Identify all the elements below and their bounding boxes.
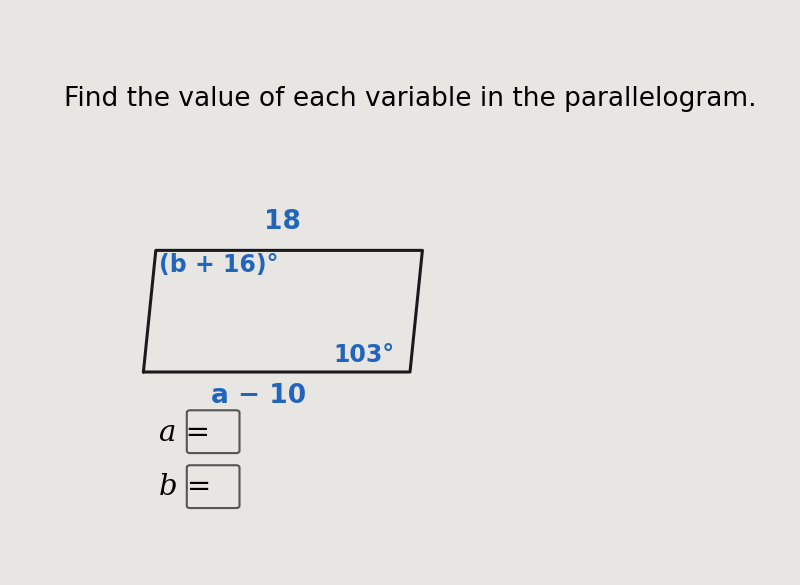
Text: (b + 16)°: (b + 16)° xyxy=(159,253,278,277)
Text: a − 10: a − 10 xyxy=(210,383,306,410)
Text: b =: b = xyxy=(159,473,211,501)
FancyBboxPatch shape xyxy=(187,410,239,453)
Text: Find the value of each variable in the parallelogram.: Find the value of each variable in the p… xyxy=(64,86,756,112)
Text: 18: 18 xyxy=(265,209,302,235)
Text: 103°: 103° xyxy=(334,343,394,367)
Text: a =: a = xyxy=(159,419,210,447)
FancyBboxPatch shape xyxy=(187,465,239,508)
